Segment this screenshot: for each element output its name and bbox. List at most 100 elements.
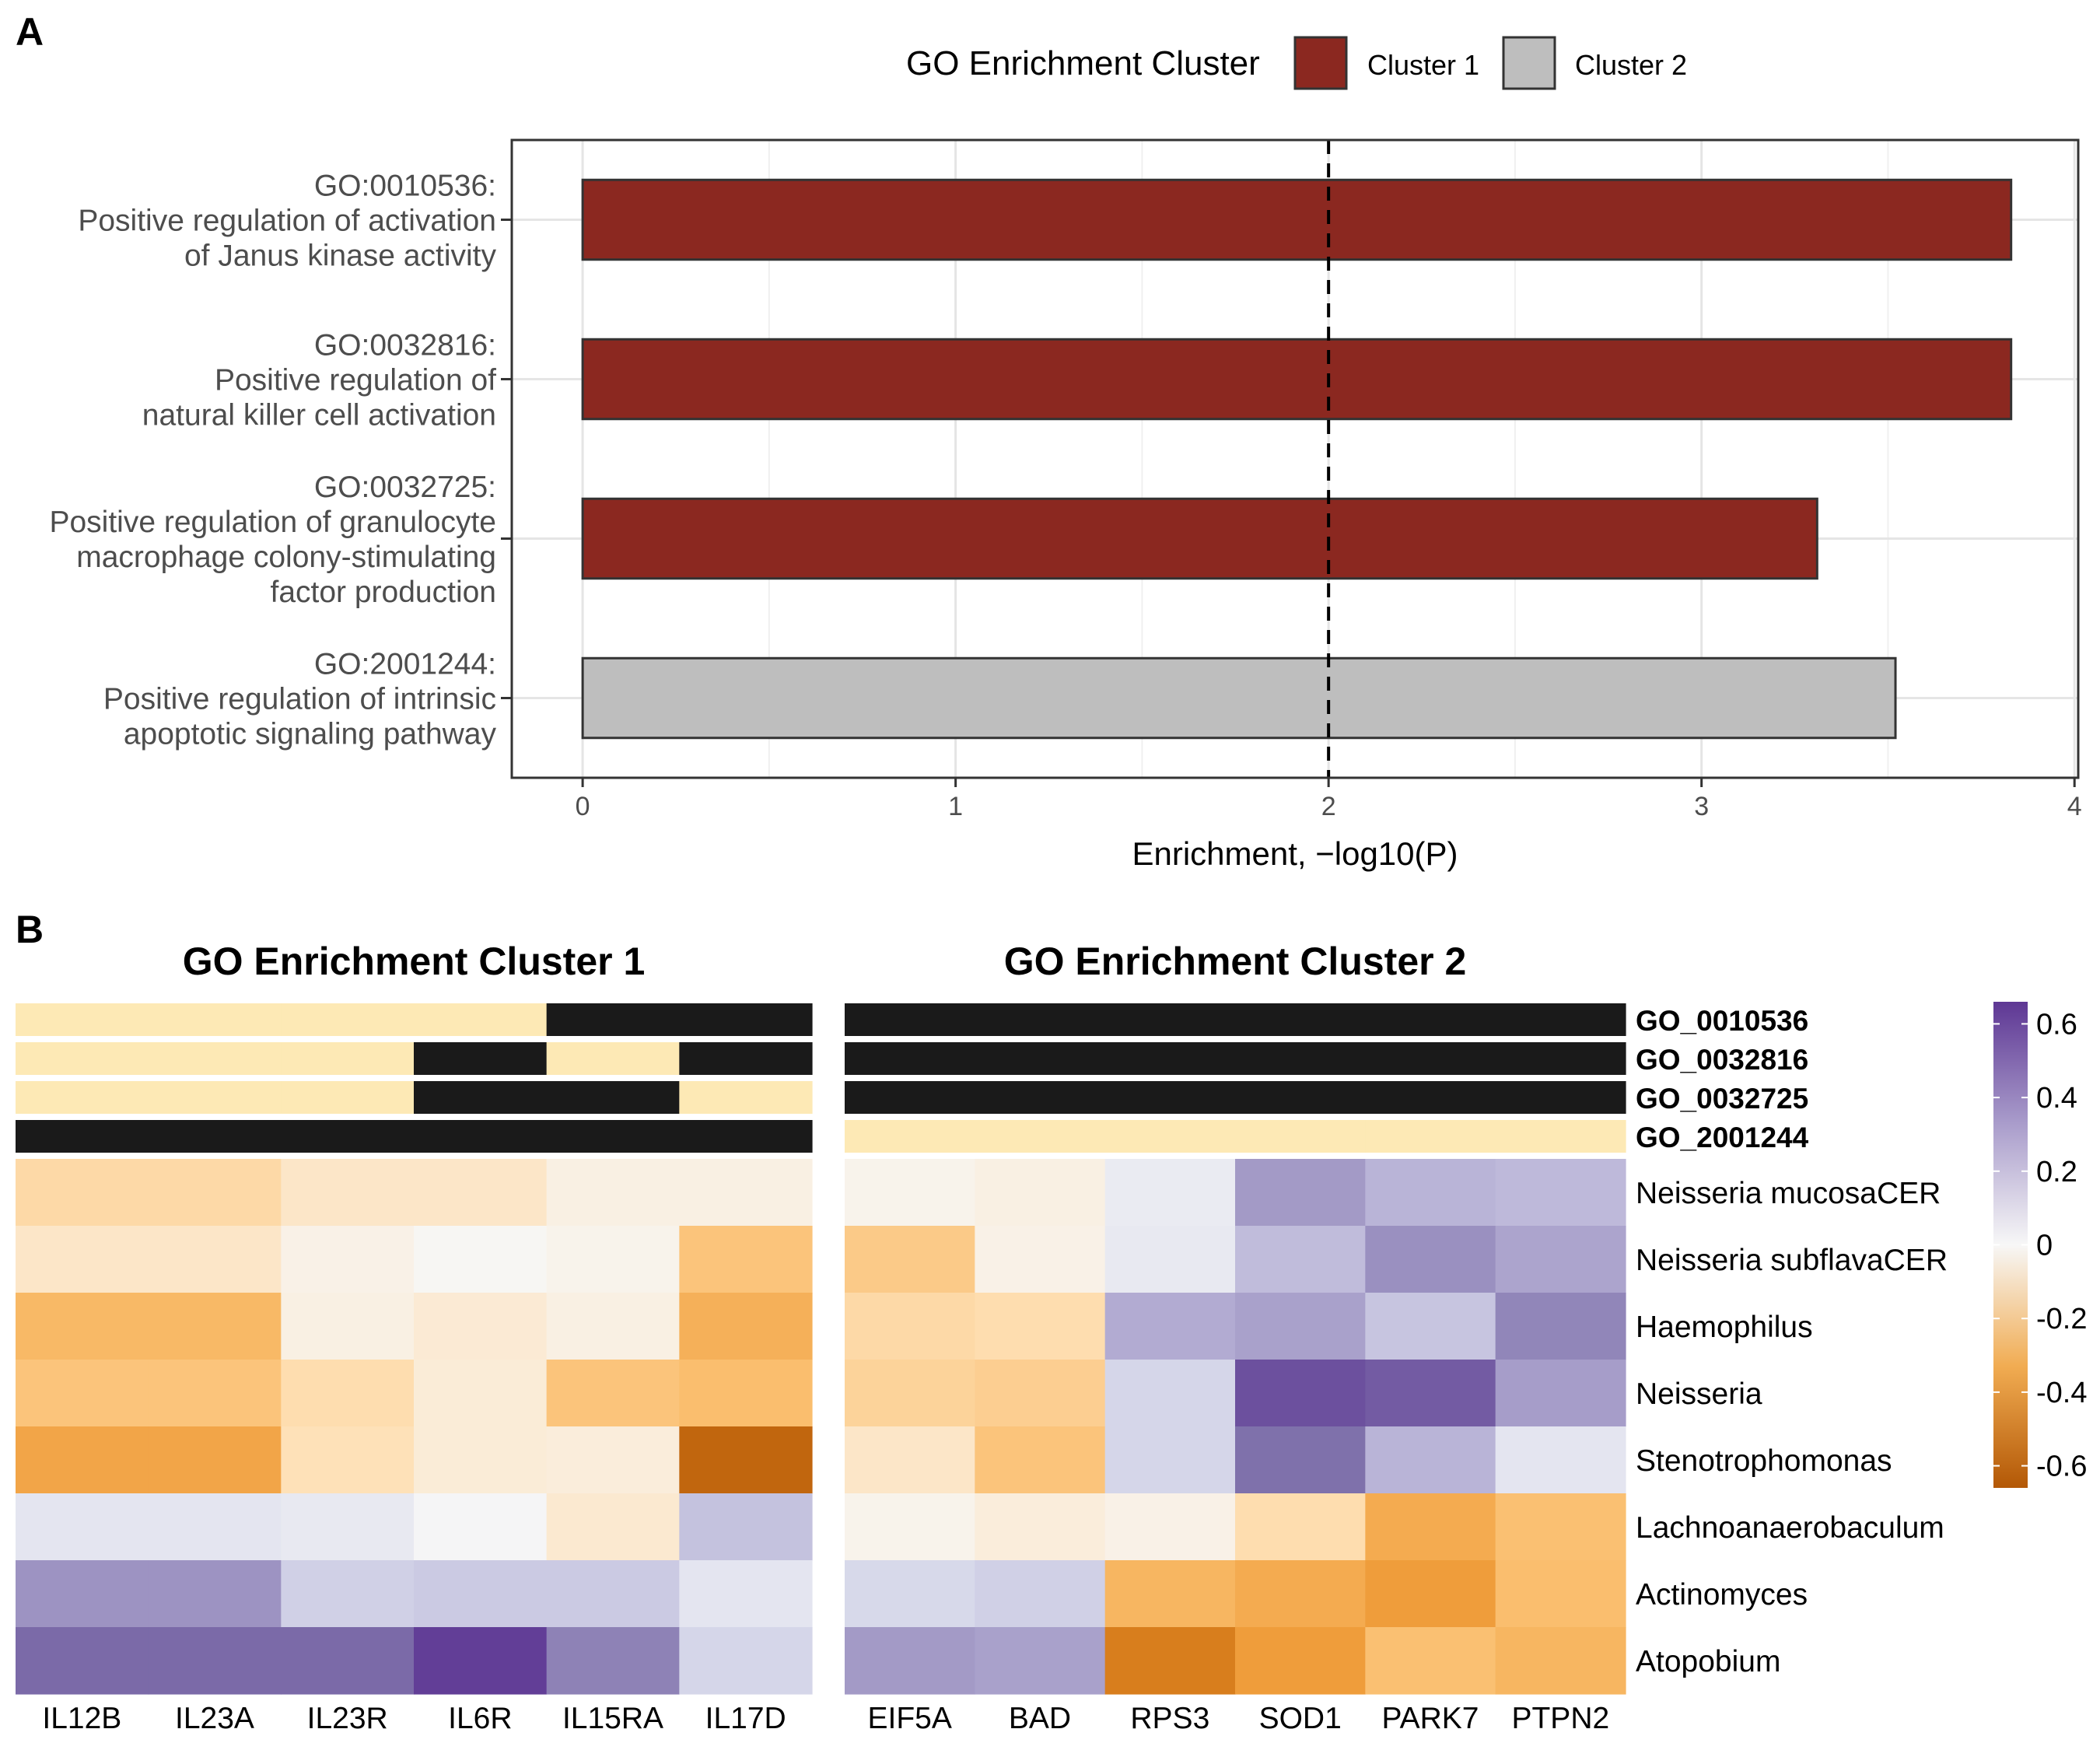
heatmap-cell [16,1493,149,1561]
gene-label: IL15RA [562,1702,663,1735]
bar [581,338,2013,421]
legend-label-cluster-1: Cluster 1 [1367,49,1479,81]
heatmap [16,1003,1626,1695]
go-row-label: GO_0032816 [1636,1044,1808,1076]
heatmap-cell [1104,1426,1236,1494]
x-tick-label: 4 [2067,792,2082,821]
heatmap-cell [16,1360,149,1427]
colorbar-tick-label: 0 [2036,1230,2053,1262]
go-annotation-cell [1235,1120,1366,1153]
heatmap-cell [546,1493,680,1561]
go-annotation-cell [1365,1120,1496,1153]
go-annotation-cell [414,1042,548,1075]
go-annotation-cell [679,1081,813,1114]
legend-key-cluster-1 [1293,36,1348,90]
heatmap-cell [1495,1293,1626,1360]
go-row-label: GO_2001244 [1636,1122,1809,1153]
heatmap-title-cluster-1: GO Enrichment Cluster 1 [183,940,646,983]
go-annotation-cell [1365,1081,1496,1114]
colorbar-tick-label: -0.2 [2036,1303,2087,1335]
colorbar-tick-label: -0.4 [2036,1377,2087,1409]
heatmap-cell [281,1560,415,1628]
y-axis-label: of Janus kinase activity [184,240,497,273]
taxon-label: Neisseria subflavaCER [1636,1244,1948,1277]
heatmap-cell [1235,1627,1366,1695]
y-axis-label: Positive regulation of granulocyte [49,506,496,539]
x-tick-label: 0 [576,792,590,821]
heatmap-cell [281,1293,415,1360]
go-annotation-cell [845,1003,975,1036]
go-annotation-cell [1365,1042,1496,1075]
heatmap-cell [845,1159,975,1227]
y-axis-label: Positive regulation of intrinsic [103,683,496,716]
heatmap-cell [1495,1159,1626,1227]
go-annotation-cell [845,1120,975,1153]
legend-key-cluster-2 [1502,36,1556,90]
legend: GO Enrichment Cluster Cluster 1 Cluster … [906,36,1687,90]
heatmap-cell [16,1159,149,1227]
gene-label: SOD1 [1259,1702,1342,1735]
go-annotation-cell [1365,1003,1496,1036]
taxon-label: Atopobium [1636,1645,1780,1678]
go-annotation-cell [414,1003,548,1036]
go-annotation-cell [281,1120,415,1153]
heatmap-cell [1365,1360,1496,1427]
gene-label: EIF5A [867,1702,951,1735]
y-axis-label: natural killer cell activation [142,399,496,432]
heatmap-cell [1104,1493,1236,1561]
x-tick-label: 2 [1321,792,1336,821]
go-annotation-cell [16,1081,149,1114]
heatmap-cell [1104,1560,1236,1628]
heatmap-panel-1 [16,1003,813,1695]
heatmap-cell [414,1426,548,1494]
heatmap-cell [845,1627,975,1695]
heatmap-cell [975,1627,1106,1695]
go-annotation-cell [148,1003,282,1036]
heatmap-cell [1495,1627,1626,1695]
heatmap-cell [975,1159,1106,1227]
heatmap-cell [1235,1293,1366,1360]
heatmap-cell [546,1293,680,1360]
go-annotation-cell [679,1120,813,1153]
heatmap-cell [975,1360,1106,1427]
legend-title: GO Enrichment Cluster [906,44,1260,82]
go-annotation-cell [1104,1003,1236,1036]
taxon-label: Actinomyces [1636,1578,1808,1612]
heatmap-cell [148,1426,282,1494]
y-axis-label: GO:0032725: [314,471,496,504]
y-axis-label: GO:2001244: [314,648,496,681]
heatmap-cell [1365,1159,1496,1227]
gene-label: PTPN2 [1511,1702,1609,1735]
go-annotation-cell [1104,1120,1236,1153]
go-annotation-cell [1235,1003,1366,1036]
heatmap-cell [414,1360,548,1427]
go-annotation-cell [975,1120,1106,1153]
heatmap-cell [546,1560,680,1628]
heatmap-cell [679,1560,813,1628]
heatmap-cell [975,1293,1106,1360]
go-annotation-cell [414,1081,548,1114]
heatmap-cell [281,1426,415,1494]
heatmap-cell [16,1627,149,1695]
heatmap-cell [148,1226,282,1293]
go-annotation-cell [1235,1081,1366,1114]
gene-label: BAD [1009,1702,1071,1735]
heatmap-cell [1495,1493,1626,1561]
go-annotation-cell [281,1003,415,1036]
x-tick-label: 3 [1694,792,1709,821]
heatmap-cell [16,1226,149,1293]
go-row-label: GO_0010536 [1636,1005,1808,1037]
heatmap-cell [414,1226,548,1293]
heatmap-cell [1365,1226,1496,1293]
go-annotation-cell [546,1042,680,1075]
bars [581,178,2013,740]
heatmap-cell [1235,1360,1366,1427]
bar [581,178,2013,261]
go-annotation-cell [546,1081,680,1114]
legend-label-cluster-2: Cluster 2 [1575,49,1687,81]
heatmap-title-cluster-2: GO Enrichment Cluster 2 [1004,940,1467,983]
heatmap-cell [1104,1159,1236,1227]
heatmap-cell [1495,1426,1626,1494]
go-annotation-cell [975,1042,1106,1075]
bar-plot: GO:0010536:Positive regulation of activa… [49,138,2082,872]
